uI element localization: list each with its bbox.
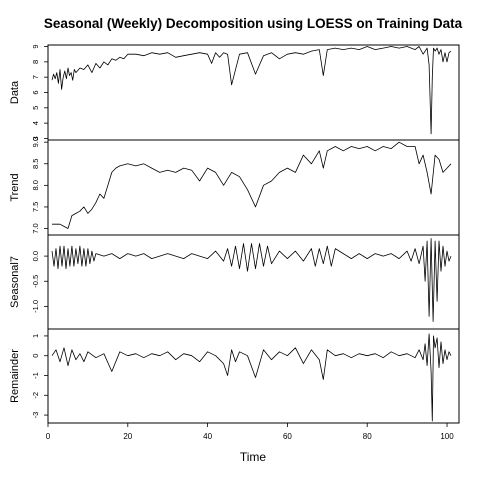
x-axis-label: Time <box>240 450 267 464</box>
y-tick-label: 7.5 <box>31 202 40 212</box>
series-line-trend <box>52 141 452 229</box>
y-tick-label: 1 <box>31 334 40 338</box>
y-axis-label-trend: Trend <box>9 173 21 201</box>
x-tick-label: 80 <box>363 432 372 441</box>
panels-group: 3 4 5 6 7 8 9 Data 7.0 7.5 8.0 8.5 9.0 Trend -1.0 -0.5 0… <box>9 44 460 424</box>
y-tick-label: -2 <box>31 392 40 399</box>
y-tick-label: -3 <box>31 412 40 419</box>
chart-title: Seasonal (Weekly) Decomposition using LO… <box>44 16 463 31</box>
y-tick-label: 7.0 <box>31 223 40 233</box>
y-tick-label: -0.5 <box>31 275 40 288</box>
y-axis-label-seasonal7: Seasonal7 <box>9 256 21 308</box>
panel-frame <box>47 328 460 424</box>
y-tick-label: -1.0 <box>31 300 40 313</box>
y-tick-label: 9.0 <box>31 137 40 147</box>
y-tick-label: 0.0 <box>31 251 40 261</box>
y-tick-label: -1 <box>31 372 40 379</box>
x-tick-label: 0 <box>46 432 51 441</box>
x-tick-label: 20 <box>123 432 132 441</box>
x-tick-label: 40 <box>203 432 212 441</box>
y-tick-label: 3 <box>31 136 40 140</box>
y-axis-label-data: Data <box>9 80 21 104</box>
series-line-seasonal7 <box>51 238 452 322</box>
y-tick-label: 9 <box>31 44 40 48</box>
x-axis: 0 20 40 60 80 100 <box>46 423 454 441</box>
y-tick-label: 7 <box>31 75 40 79</box>
series-line-data <box>51 46 452 135</box>
panel-remainder: -3 -2 -1 0 1 Remainder <box>9 328 460 424</box>
y-tick-label: 8.0 <box>31 180 40 190</box>
y-axis-label-remainder: Remainder <box>9 349 21 403</box>
x-tick-label: 60 <box>283 432 292 441</box>
y-tick-label: 4 <box>31 121 40 125</box>
series-line-remainder <box>51 333 452 422</box>
y-tick-label: 6 <box>31 90 40 94</box>
y-tick-label: 8 <box>31 60 40 64</box>
y-tick-label: 0 <box>31 354 40 358</box>
x-tick-label: 100 <box>440 432 454 441</box>
y-tick-label: 5 <box>31 106 40 110</box>
y-tick-label: 8.5 <box>31 159 40 169</box>
